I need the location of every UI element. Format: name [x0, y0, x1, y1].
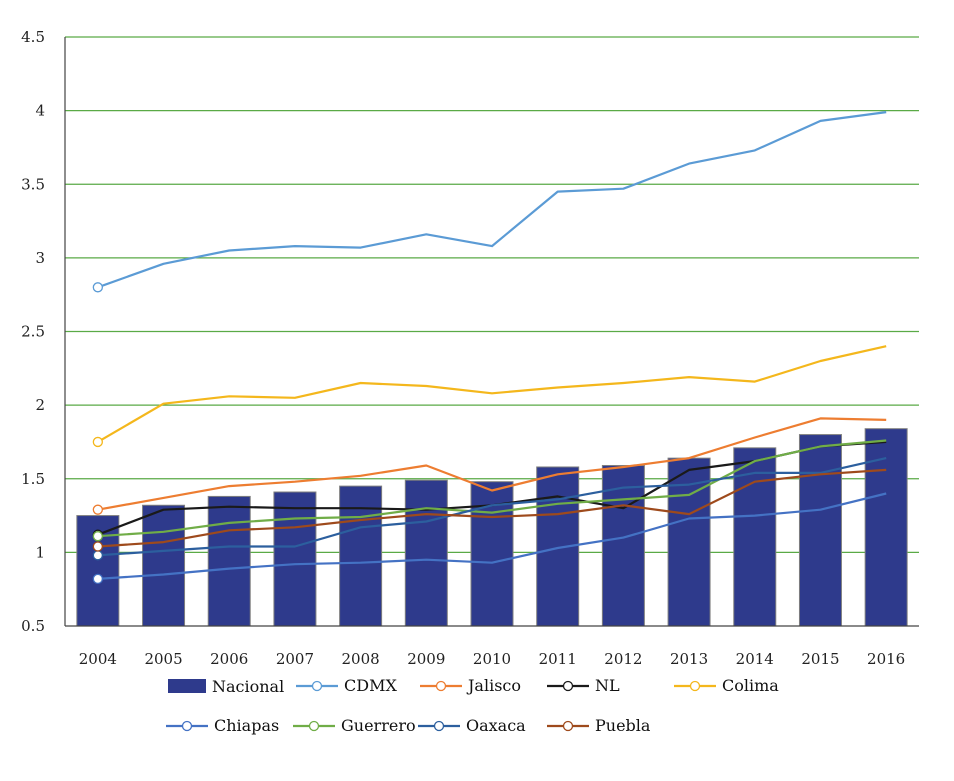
- series-line-oaxaca: [97, 457, 887, 557]
- legend-marker: [311, 680, 323, 692]
- bar-nacional-2013: [667, 457, 711, 627]
- y-tick-label: 2: [35, 396, 45, 414]
- y-tick-label: 3.5: [21, 175, 45, 193]
- series-marker-colima: [92, 436, 103, 448]
- legend-entry-chiapas: Chiapas: [166, 716, 279, 735]
- series-line-puebla: [97, 468, 887, 548]
- axes: [64, 37, 919, 627]
- x-tick-label: 2009: [407, 650, 445, 668]
- bar-nacional-2015: [798, 434, 842, 627]
- x-tick-label: 2006: [210, 650, 248, 668]
- series-marker-oaxaca: [92, 550, 103, 561]
- legend-marker: [435, 680, 447, 692]
- series-line-colima: [97, 345, 887, 443]
- x-tick-label: 2004: [79, 650, 117, 668]
- series-line-chiapas: [97, 492, 887, 580]
- bar-nacional-2008: [339, 485, 383, 627]
- legend-entry-nl: NL: [547, 676, 620, 695]
- legend-entry-cdmx: CDMX: [296, 676, 397, 695]
- series-line-guerrero: [97, 439, 887, 538]
- x-tick-labels: 2004 2005 2006 2007 2008 2009 2010 2011 2012 2013…: [79, 650, 905, 668]
- legend-entry-jalisco: Jalisco: [420, 676, 521, 695]
- legend-marker: [562, 720, 574, 732]
- legend-label: Nacional: [212, 677, 284, 696]
- y-tick-label: 4: [35, 102, 45, 120]
- x-tick-label: 2008: [342, 650, 380, 668]
- x-tick-label: 2014: [736, 650, 774, 668]
- series-line-jalisco: [97, 417, 887, 511]
- x-tick-label: 2010: [473, 650, 511, 668]
- legend-label: NL: [595, 676, 620, 695]
- legend-entry-guerrero: Guerrero: [293, 716, 416, 735]
- x-tick-label: 2012: [604, 650, 642, 668]
- legend-entry-puebla: Puebla: [547, 716, 651, 735]
- legend-label: Puebla: [595, 716, 651, 735]
- legend-marker: [308, 720, 320, 732]
- legend-marker: [181, 720, 193, 732]
- series-marker-puebla: [92, 541, 103, 552]
- x-tick-label: 2016: [867, 650, 905, 668]
- bar-nacional-2009: [404, 479, 448, 627]
- legend-swatch: [168, 679, 206, 693]
- legend-entry-nacional: Nacional: [168, 677, 284, 696]
- legend: Nacional CDMX Jalisco NL Colima Chiapas Guerre…: [166, 676, 779, 735]
- y-tick-label: 3: [35, 249, 45, 267]
- legend-marker: [689, 680, 701, 692]
- bar-nacional-2007: [273, 491, 317, 627]
- bar-nacional-2014: [733, 447, 777, 627]
- legend-entry-oaxaca: Oaxaca: [418, 716, 526, 735]
- legend-label: Oaxaca: [466, 716, 526, 735]
- series-marker-jalisco: [92, 504, 103, 515]
- series-marker-chiapas: [92, 573, 103, 585]
- y-tick-labels: 0.5 1 1.5 2 2.5 3 3.5 4 4.5: [21, 28, 45, 635]
- bar-nacional-2006: [207, 495, 251, 627]
- x-tick-label: 2015: [801, 650, 839, 668]
- x-tick-label: 2005: [144, 650, 182, 668]
- x-tick-label: 2011: [539, 650, 577, 668]
- legend-label: Chiapas: [214, 716, 279, 735]
- x-tick-label: 2013: [670, 650, 708, 668]
- y-tick-label: 4.5: [21, 28, 45, 46]
- gridlines: [65, 36, 919, 554]
- y-tick-label: 1.5: [21, 470, 45, 488]
- legend-marker: [433, 720, 445, 732]
- series-marker-guerrero: [92, 531, 103, 542]
- legend-entry-colima: Colima: [674, 676, 779, 695]
- legend-label: CDMX: [344, 676, 397, 695]
- bar-nacional-2005: [142, 504, 186, 627]
- y-tick-label: 0.5: [21, 617, 45, 635]
- legend-marker: [562, 680, 574, 692]
- legend-label: Jalisco: [466, 676, 521, 695]
- y-tick-label: 2.5: [21, 323, 45, 341]
- x-tick-label: 2007: [276, 650, 314, 668]
- line-series: [92, 111, 887, 585]
- series-marker-cdmx: [92, 282, 103, 293]
- legend-label: Colima: [722, 676, 779, 695]
- legend-label: Guerrero: [341, 716, 416, 735]
- y-tick-label: 1: [35, 543, 45, 561]
- series-line-cdmx: [97, 111, 887, 289]
